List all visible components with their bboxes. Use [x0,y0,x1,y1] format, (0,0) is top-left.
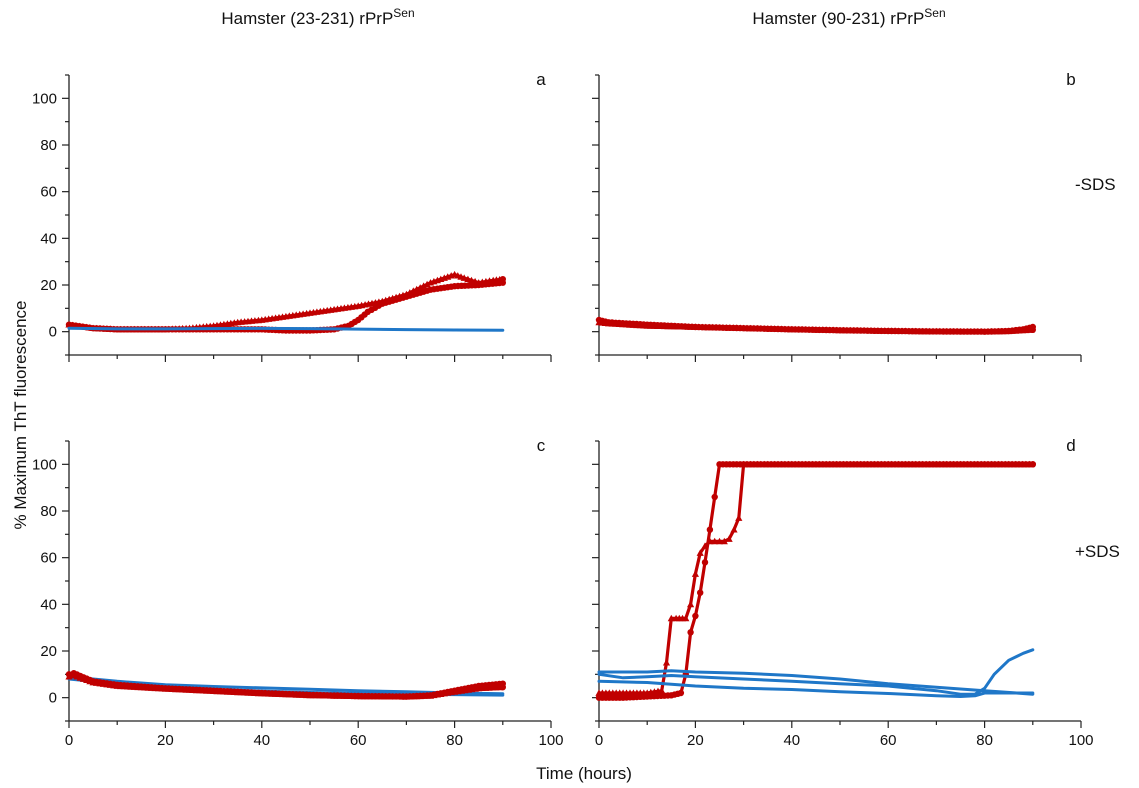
x-tick-label: 0 [65,732,73,749]
y-tick-label: 0 [49,324,57,341]
y-tick-label: 100 [32,456,57,473]
y-tick-label: 80 [40,503,57,520]
data-point [677,689,685,697]
col-title-left: Hamster (23-231) rPrPSen [221,6,414,28]
x-axis-title: Time (hours) [536,764,632,783]
y-tick-label: 40 [40,596,57,613]
x-tick-label: 40 [783,732,800,749]
series-line [67,326,505,332]
series-red-triangle-3 [65,671,506,700]
x-tick-label: 80 [446,732,463,749]
data-point [658,687,666,694]
x-tick-label: 60 [880,732,897,749]
panel-c: 0 20 40 60 80 100 0 20 40 60 80 100 c [32,436,564,749]
series-line [597,669,1035,696]
data-point [1029,461,1037,468]
panel-d: 0 20 40 60 80 100 d [592,436,1094,749]
data-point [499,279,506,286]
data-point [730,526,738,533]
y-tick-label: 20 [40,643,57,660]
y-tick-label: 0 [49,690,57,707]
data-point [499,684,506,691]
y-tick-label: 20 [40,277,57,294]
series-blue-none-2 [67,326,505,332]
data-point [735,514,743,521]
data-point [692,612,699,620]
x-tick-label: 20 [687,732,704,749]
col-title-right-main: Hamster (90-231) rPrP [752,9,924,28]
data-point [701,559,709,566]
data-point [696,549,704,556]
data-point [687,629,694,636]
series-line [597,462,1035,700]
y-tick-label: 100 [32,90,57,107]
data-point [697,589,704,596]
series-red-triangle-0 [595,460,1037,696]
x-tick-label: 0 [595,732,603,749]
x-tick-label: 40 [253,732,270,749]
data-point [682,614,690,622]
panel-b: b [592,70,1082,362]
data-point [687,600,695,608]
series-blue-none-3 [597,669,1035,696]
data-point [662,659,671,666]
row-label-top: -SDS [1075,175,1116,194]
col-title-right: Hamster (90-231) rPrPSen [752,6,945,28]
col-title-right-sup: Sen [924,6,945,20]
x-tick-label: 100 [1068,732,1093,749]
y-tick-label: 60 [40,550,57,567]
col-title-left-sup: Sen [393,6,414,20]
x-tick-label: 60 [350,732,367,749]
series-line [597,462,1035,695]
data-point [1029,326,1037,333]
panel-a: 0 20 40 60 80 100 a [32,70,552,362]
data-point [711,493,718,501]
data-point [667,614,675,622]
y-tick-label: 40 [40,230,57,247]
data-point [711,537,719,545]
panel-letter-b: b [1066,70,1075,89]
data-point [720,537,728,545]
series-red-triangle-0 [65,270,506,333]
series-red-circle-1 [65,279,506,334]
data-point [691,570,699,577]
panel-letter-a: a [536,70,546,89]
series-line [597,679,1035,698]
x-tick-label: 100 [538,732,563,749]
row-label-bottom: +SDS [1075,542,1120,561]
col-title-left-main: Hamster (23-231) rPrP [221,9,393,28]
series-red-triangle-2 [595,318,1037,335]
panel-letter-d: d [1066,436,1075,455]
series-red-circle-1 [595,461,1037,701]
data-point [420,282,428,289]
data-point [706,526,714,533]
series-blue-none-4 [597,679,1035,698]
y-axis-title: % Maximum ThT fluorescence [11,301,30,530]
panel-letter-c: c [537,436,546,455]
data-point [725,535,733,542]
series-blue-none-2 [597,648,1035,696]
x-tick-label: 80 [976,732,993,749]
y-tick-label: 60 [40,184,57,201]
data-point [423,280,431,288]
x-tick-label: 20 [157,732,174,749]
series-line [597,648,1035,696]
data-point [715,537,724,545]
y-tick-label: 80 [40,137,57,154]
